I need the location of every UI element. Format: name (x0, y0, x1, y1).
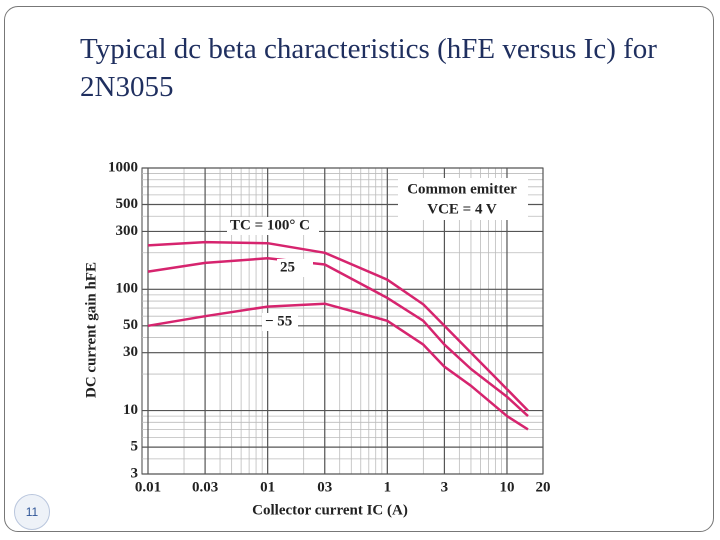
series-label: TC = 100° C (230, 217, 310, 233)
x-tick-label: 10 (499, 479, 514, 495)
y-tick-label: 100 (116, 281, 139, 297)
data-line (147, 302, 529, 431)
y-tick-label: 50 (123, 317, 138, 333)
x-tick-label: 1 (384, 479, 392, 495)
annotation: Common emitter (407, 181, 517, 197)
x-tick-label: 3 (441, 479, 449, 495)
slide-number: 11 (14, 494, 50, 530)
x-tick-label: 0.01 (135, 479, 161, 495)
annotation-bg (398, 178, 528, 220)
y-tick-label: 1000 (108, 159, 138, 175)
y-tick-label: 5 (131, 439, 139, 455)
y-tick-label: 500 (116, 196, 139, 212)
label-bg (227, 217, 319, 235)
y-tick-label: 30 (123, 344, 138, 360)
series-label: 25 (280, 259, 295, 275)
x-tick-label: 0.03 (192, 479, 218, 495)
label-bg (262, 313, 298, 331)
y-tick-label: 10 (123, 402, 138, 418)
x-tick-label: 20 (536, 479, 551, 495)
y-tick-label: 300 (116, 223, 139, 239)
x-tick-label: 03 (317, 479, 332, 495)
slide-title: Typical dc beta characteristics (hFE ver… (80, 33, 657, 103)
label-bg (277, 259, 313, 277)
x-axis-label: Collector current IC (A) (252, 502, 408, 518)
x-tick-label: 01 (260, 479, 275, 495)
annotation: VCE = 4 V (427, 201, 497, 217)
slide-frame (4, 6, 714, 532)
series-label: − 55 (265, 313, 292, 329)
y-axis-label: DC current gain hFE (83, 262, 99, 398)
data-line (147, 240, 529, 412)
data-line (147, 257, 529, 418)
y-tick-label: 3 (131, 465, 139, 481)
